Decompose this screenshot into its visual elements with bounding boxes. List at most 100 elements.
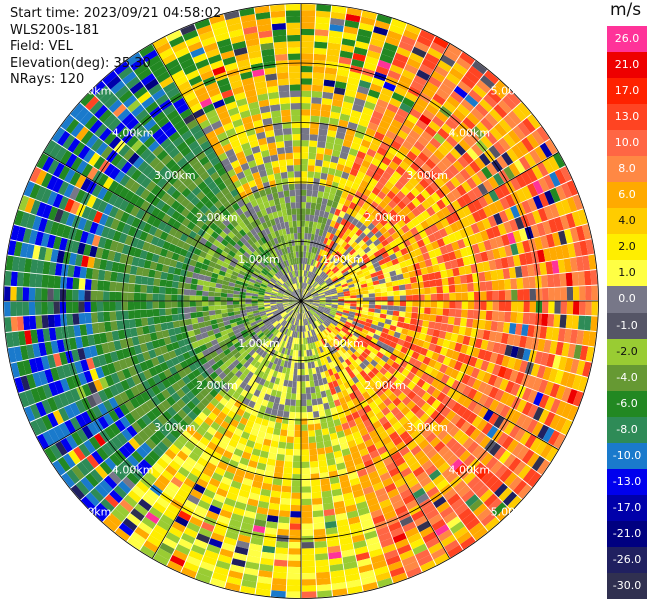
velocity-gate	[317, 262, 323, 269]
velocity-gate	[384, 213, 393, 223]
velocity-gate	[384, 482, 397, 493]
velocity-gate	[358, 260, 366, 267]
velocity-gate	[107, 362, 117, 375]
velocity-gate	[332, 444, 341, 453]
velocity-gate	[111, 436, 124, 449]
velocity-gate	[184, 499, 198, 511]
velocity-gate	[348, 223, 356, 231]
velocity-gate	[251, 301, 258, 304]
velocity-gate	[402, 155, 414, 166]
velocity-gate	[10, 362, 21, 378]
velocity-gate	[153, 246, 163, 256]
velocity-gate	[254, 519, 267, 528]
velocity-gate	[164, 294, 172, 301]
velocity-gate	[66, 469, 80, 484]
velocity-gate	[567, 243, 576, 258]
velocity-gate	[328, 30, 343, 39]
velocity-gate	[400, 35, 416, 47]
velocity-gate	[269, 496, 281, 505]
velocity-gate	[424, 365, 434, 375]
velocity-gate	[311, 227, 317, 235]
velocity-gate	[467, 291, 475, 301]
velocity-gate	[282, 297, 289, 300]
velocity-gate	[487, 215, 498, 228]
velocity-gate	[346, 245, 354, 253]
velocity-gate	[312, 373, 318, 381]
velocity-gate	[278, 378, 285, 386]
velocity-gate	[424, 258, 433, 267]
velocity-gate	[314, 209, 320, 217]
velocity-gate	[411, 288, 419, 295]
velocity-gate	[220, 297, 227, 301]
velocity-gate	[165, 308, 172, 316]
velocity-gate	[271, 277, 277, 283]
velocity-gate	[276, 338, 282, 346]
velocity-gate	[320, 324, 326, 330]
velocity-gate	[244, 384, 252, 393]
velocity-gate	[131, 256, 140, 267]
velocity-gate	[354, 495, 366, 504]
velocity-gate	[205, 227, 215, 236]
velocity-gate	[411, 312, 418, 319]
velocity-gate	[470, 107, 485, 122]
velocity-gate	[483, 239, 493, 251]
velocity-gate	[425, 158, 437, 170]
velocity-gate	[381, 435, 392, 446]
velocity-gate	[235, 280, 243, 285]
velocity-gate	[16, 301, 23, 316]
velocity-gate	[474, 431, 487, 445]
velocity-gate	[441, 277, 449, 286]
velocity-gate	[472, 198, 483, 211]
velocity-gate	[236, 442, 246, 452]
velocity-gate	[443, 421, 455, 433]
velocity-gate	[44, 219, 54, 234]
velocity-gate	[5, 255, 14, 271]
velocity-gate	[386, 235, 395, 244]
velocity-gate	[372, 406, 381, 415]
velocity-gate	[254, 416, 263, 425]
velocity-gate	[245, 292, 253, 296]
velocity-gate	[387, 560, 403, 572]
velocity-gate	[325, 142, 334, 150]
velocity-gate	[362, 174, 372, 183]
velocity-gate	[553, 273, 561, 287]
velocity-gate	[284, 398, 291, 406]
velocity-gate	[360, 243, 369, 251]
velocity-gate	[548, 368, 558, 383]
velocity-gate	[326, 173, 335, 182]
velocity-gate	[223, 536, 237, 546]
velocity-gate	[272, 311, 279, 315]
velocity-gate	[165, 196, 176, 207]
velocity-gate	[190, 488, 203, 500]
velocity-gate	[484, 112, 499, 127]
velocity-gate	[81, 335, 90, 348]
velocity-gate	[276, 294, 284, 298]
velocity-gate	[359, 317, 367, 322]
velocity-gate	[296, 393, 301, 400]
velocity-gate	[219, 548, 234, 558]
velocity-gate	[206, 510, 219, 521]
velocity-gate	[141, 211, 151, 223]
velocity-gate	[469, 160, 481, 174]
velocity-gate	[216, 487, 228, 498]
velocity-gate	[424, 334, 433, 343]
velocity-gate	[148, 366, 158, 377]
velocity-gate	[549, 247, 558, 261]
velocity-gate	[4, 286, 11, 301]
velocity-gate	[226, 301, 233, 305]
velocity-gate	[497, 99, 512, 114]
velocity-gate	[405, 23, 421, 35]
velocity-gate	[457, 352, 466, 363]
velocity-gate	[62, 364, 72, 378]
velocity-gate	[281, 347, 286, 354]
velocity-gate	[526, 419, 539, 434]
velocity-gate	[308, 442, 317, 450]
velocity-gate	[446, 203, 457, 214]
velocity-gate	[455, 292, 462, 301]
velocity-gate	[544, 396, 556, 411]
velocity-gate	[555, 385, 566, 400]
velocity-gate	[276, 315, 282, 321]
velocity-gate	[197, 411, 208, 422]
velocity-gate	[301, 498, 312, 506]
velocity-gate	[207, 235, 216, 244]
